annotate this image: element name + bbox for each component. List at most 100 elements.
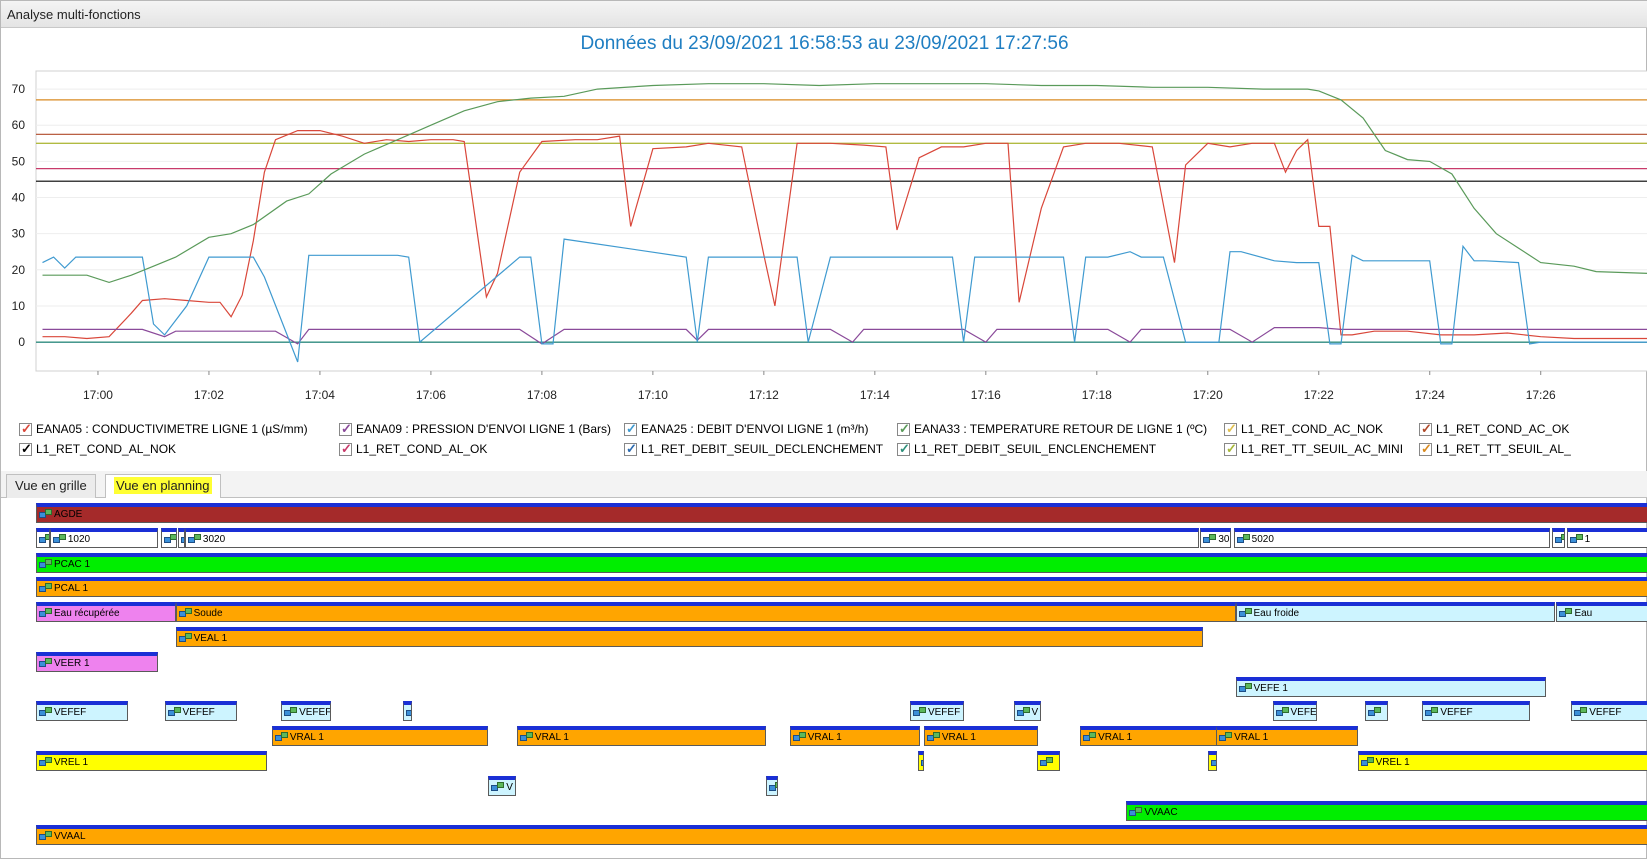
legend-checkbox[interactable]: [897, 420, 910, 438]
legend-item[interactable]: L1_RET_DEBIT_SEUIL_ENCLENCHEMENT: [897, 439, 1156, 459]
legend-checkbox[interactable]: [1419, 440, 1432, 458]
planning-bar[interactable]: VEFEF: [1571, 701, 1647, 722]
transfer-icon: [187, 533, 201, 543]
planning-bar[interactable]: 5020: [1233, 527, 1550, 548]
planning-bar[interactable]: [160, 527, 177, 548]
legend-item[interactable]: EANA09 : PRESSION D'ENVOI LIGNE 1 (Bars): [339, 419, 611, 439]
planning-bar[interactable]: VRAL 1: [271, 726, 489, 747]
planning-bar[interactable]: [1036, 751, 1060, 771]
x-tick-label: 17:24: [1415, 388, 1445, 402]
planning-bar[interactable]: VRAL 1: [1216, 726, 1358, 747]
planning-bar[interactable]: [403, 701, 413, 722]
y-tick-label: 70: [12, 82, 26, 96]
legend-item[interactable]: L1_RET_DEBIT_SEUIL_DECLENCHEMENT: [624, 439, 883, 459]
planning-bar[interactable]: VRAL 1: [1080, 726, 1224, 747]
planning-bar-label: VEFEF: [927, 707, 961, 719]
y-tick-label: 40: [12, 191, 26, 205]
legend-label: L1_RET_DEBIT_SEUIL_DECLENCHEMENT: [641, 442, 884, 456]
planning-bar[interactable]: [765, 775, 778, 796]
planning-lane: 1020 3020 30 5020 1: [1, 527, 1647, 552]
transfer-icon: [39, 831, 52, 841]
planning-bar[interactable]: VRAL 1: [789, 726, 921, 747]
planning-bar-label: VRAL 1: [807, 732, 842, 744]
transfer-icon: [768, 781, 777, 791]
planning-bar[interactable]: VEAL 1: [175, 627, 1204, 647]
legend-label: EANA09 : PRESSION D'ENVOI LIGNE 1 (Bars): [356, 422, 612, 436]
planning-bar[interactable]: [1551, 527, 1565, 548]
y-tick-label: 20: [12, 263, 26, 277]
planning-bar[interactable]: 30: [1200, 527, 1231, 548]
planning-bar[interactable]: VEER 1: [36, 651, 159, 672]
y-tick-label: 50: [12, 154, 26, 168]
legend-checkbox[interactable]: [339, 440, 352, 458]
legend-checkbox[interactable]: [1224, 440, 1237, 458]
planning-bar[interactable]: 1020: [49, 527, 159, 548]
legend-checkbox[interactable]: [19, 420, 32, 438]
planning-bar[interactable]: [1364, 701, 1389, 722]
planning-bar[interactable]: [1207, 751, 1217, 771]
legend-item[interactable]: L1_RET_TT_SEUIL_AC_MINI: [1224, 439, 1403, 459]
y-tick-label: 10: [12, 299, 26, 313]
legend-checkbox[interactable]: [897, 440, 910, 458]
tab-grid-view[interactable]: Vue en grille: [6, 474, 96, 498]
planning-lane: VREL 1 VREL 1: [1, 751, 1647, 775]
planning-bar[interactable]: PCAC 1: [36, 552, 1647, 573]
planning-bar-label: PCAL 1: [54, 583, 89, 595]
planning-bar[interactable]: V: [1013, 701, 1042, 722]
transfer-icon: [178, 633, 192, 642]
planning-bar[interactable]: 1: [1566, 527, 1647, 548]
planning-bar[interactable]: VREL 1: [1357, 751, 1647, 771]
planning-bar[interactable]: VEFE 1: [1235, 676, 1547, 697]
planning-lane: VEER 1: [1, 651, 1647, 676]
legend-item[interactable]: L1_RET_TT_SEUIL_AL_: [1419, 439, 1571, 459]
planning-bar[interactable]: VEFE: [1272, 701, 1317, 722]
planning-bar[interactable]: Eau récupérée: [36, 602, 176, 623]
planning-bar[interactable]: [36, 527, 50, 548]
legend-item[interactable]: L1_RET_COND_AC_NOK: [1224, 419, 1383, 439]
legend-checkbox[interactable]: [339, 420, 352, 438]
legend-item[interactable]: EANA33 : TEMPERATURE RETOUR DE LIGNE 1 (…: [897, 419, 1207, 439]
planning-bar[interactable]: VEFEF: [36, 701, 129, 722]
line-chart[interactable]: 0 10 20 30 40 50 60 70 17:00 17:02 17:04 17:06 17:08…: [1, 61, 1647, 419]
planning-bar[interactable]: AGDE: [36, 503, 1647, 523]
planning-bar[interactable]: VEFEF: [909, 701, 964, 722]
planning-bar[interactable]: V: [488, 775, 516, 796]
legend-checkbox[interactable]: [624, 420, 637, 438]
planning-bar[interactable]: [177, 527, 185, 548]
planning-bar[interactable]: VEFEF: [1422, 701, 1530, 722]
series-line-eana05-conductivimetre-ligne-1-s-mm: [42, 129, 1647, 340]
planning-bar[interactable]: [918, 751, 924, 771]
transfer-icon: [1360, 757, 1374, 766]
legend-checkbox[interactable]: [1419, 420, 1432, 438]
tab-planning-view[interactable]: Vue en planning: [105, 474, 221, 498]
legend-checkbox[interactable]: [1224, 420, 1237, 438]
legend-item[interactable]: L1_RET_COND_AL_OK: [339, 439, 487, 459]
planning-bar[interactable]: VRAL 1: [516, 726, 766, 747]
legend-item[interactable]: EANA05 : CONDUCTIVIMETRE LIGNE 1 (µS/mm): [19, 419, 308, 439]
x-tick-label: 17:00: [83, 388, 113, 402]
planning-bar[interactable]: Eau froide: [1235, 602, 1555, 623]
planning-bar[interactable]: PCAL 1: [36, 577, 1647, 598]
planning-bar-label: VRAL 1: [1098, 732, 1133, 744]
planning-bar-label: VREL 1: [1375, 757, 1410, 768]
planning-bar[interactable]: VVAAL: [36, 825, 1647, 846]
planning-lane: AGDE: [1, 503, 1647, 527]
legend-item[interactable]: L1_RET_COND_AC_OK: [1419, 419, 1569, 439]
transfer-icon: [39, 583, 52, 593]
legend-item[interactable]: EANA25 : DEBIT D'ENVOI LIGNE 1 (m³/h): [624, 419, 868, 439]
planning-bar[interactable]: Eau: [1556, 602, 1647, 623]
x-tick-label: 17:26: [1526, 388, 1556, 402]
planning-bar[interactable]: VRAL 1: [923, 726, 1038, 747]
planning-bar[interactable]: VEFEF: [281, 701, 332, 722]
planning-bar[interactable]: Soude: [175, 602, 1236, 623]
planning-bar-label: 1: [1584, 533, 1591, 545]
legend-checkbox[interactable]: [624, 440, 637, 458]
legend-item[interactable]: L1_RET_COND_AL_NOK: [19, 439, 176, 459]
planning-bar-label: 5020: [1251, 533, 1274, 545]
planning-bar[interactable]: VEFEF: [164, 701, 237, 722]
planning-bar[interactable]: VREL 1: [36, 751, 268, 771]
planning-bar[interactable]: VVAAC: [1126, 800, 1647, 821]
planning-bar[interactable]: 3020: [184, 527, 1199, 548]
planning-bar-label: VEFE: [1290, 707, 1317, 719]
legend-checkbox[interactable]: [19, 440, 32, 458]
